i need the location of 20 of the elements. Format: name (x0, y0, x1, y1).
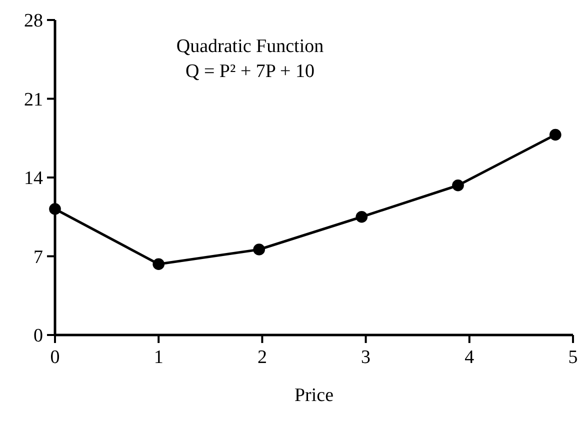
x-tick-label: 0 (50, 347, 60, 368)
x-tick-label: 4 (464, 347, 475, 368)
x-tick-label: 2 (257, 347, 267, 368)
y-tick-label: 14 (24, 168, 44, 190)
point (452, 179, 464, 192)
point (356, 210, 368, 223)
point (253, 244, 266, 256)
point (49, 203, 61, 215)
y-tick-label: 21 (24, 89, 43, 110)
point (549, 128, 562, 141)
text: Q = P² + 7P + 10 (186, 61, 314, 82)
x-tick-label: 5 (568, 347, 578, 368)
x-tick-label: 1 (154, 347, 164, 368)
y-tick-label: 7 (34, 246, 43, 268)
text: Quadratic Function (176, 36, 324, 57)
point (152, 258, 165, 270)
x-tick-label: 3 (361, 347, 371, 368)
y-tick-label: 28 (24, 10, 43, 32)
x-axis-title: Price (294, 385, 334, 406)
y-tick-label: 0 (34, 326, 43, 347)
